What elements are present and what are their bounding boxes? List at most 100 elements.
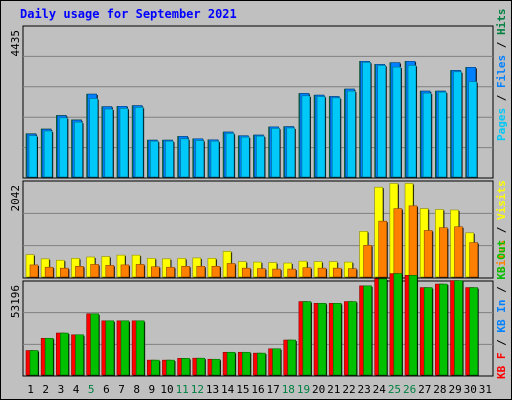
pages-bar (119, 108, 129, 178)
sites-bar (105, 265, 115, 278)
pages-bar (59, 117, 68, 178)
kb-out-bar (302, 301, 312, 376)
sites-bar (60, 267, 69, 278)
day-label: 23 (358, 383, 371, 396)
day-label: 22 (342, 383, 355, 396)
pages-bar (104, 108, 114, 178)
day-label: 17 (267, 383, 280, 396)
pages-bar (438, 91, 447, 178)
pages-bar (362, 62, 371, 178)
kb-out-bar (135, 320, 145, 376)
kb-out-bar (287, 339, 297, 376)
sites-bar (29, 264, 39, 278)
day-label: 31 (479, 383, 492, 396)
kb-out-bar (44, 337, 54, 376)
kb-out-bar (378, 278, 388, 376)
sites-bar (317, 267, 327, 278)
day-label: 6 (103, 383, 110, 396)
sites-bar (90, 264, 99, 278)
legend-sites-visits: Sites / Visits (495, 180, 508, 273)
pages-bar (271, 127, 280, 178)
pages-bar (74, 121, 83, 178)
sites-bar (257, 268, 266, 278)
pages-bar (422, 92, 432, 178)
day-label: 27 (418, 383, 431, 396)
kb-out-bar (332, 303, 342, 376)
kb-out-bar (272, 348, 281, 376)
day-label: 20 (312, 383, 325, 396)
kb-out-bar (120, 320, 130, 376)
kb-out-bar (469, 287, 478, 376)
pages-bar (134, 107, 144, 178)
day-label: 12 (191, 383, 204, 396)
pages-bar (316, 96, 326, 178)
pages-bar (377, 65, 387, 178)
day-label: 10 (160, 383, 173, 396)
sites-bar (211, 265, 221, 278)
pages-bar (240, 136, 250, 178)
pages-bar (195, 140, 205, 178)
sites-bar (423, 230, 433, 278)
kb-out-bar (257, 352, 266, 376)
pages-bar (256, 135, 265, 178)
day-label: 24 (373, 383, 387, 396)
kb-out-bar (348, 301, 357, 376)
sites-bar (241, 267, 251, 278)
pages-bar (347, 90, 356, 178)
sites-bar (302, 267, 312, 278)
pages-bar (28, 135, 38, 178)
sites-bar (439, 227, 448, 278)
day-label: 8 (133, 383, 140, 396)
sites-bar (272, 268, 281, 278)
pages-bar (286, 127, 296, 178)
day-label: 15 (236, 383, 249, 396)
kb-out-bar (317, 303, 327, 376)
kb-out-bar (211, 358, 221, 376)
kb-out-bar (105, 320, 115, 376)
kb-out-bar (439, 283, 448, 376)
kb-out-bar (423, 287, 433, 376)
sites-bar (378, 220, 388, 278)
kb-out-bar (363, 285, 372, 376)
pages-bar (180, 138, 189, 178)
sites-bar (287, 268, 297, 278)
kb-out-bar (29, 350, 39, 376)
sites-bar (150, 266, 160, 278)
kb-out-bar (150, 359, 160, 376)
kb-out-bar (393, 273, 403, 376)
sites-bar (363, 245, 372, 278)
pages-bar (407, 65, 417, 178)
y-max-label-2: 53196 (9, 285, 22, 318)
day-label: 25 (388, 383, 401, 396)
kb-out-bar (75, 334, 84, 376)
kb-out-bar (196, 357, 206, 376)
kb-out-bar (166, 359, 175, 376)
kb-out-bar (226, 351, 236, 376)
sites-bar (120, 264, 130, 278)
day-label: 1 (27, 383, 34, 396)
kb-out-bar (408, 275, 418, 376)
sites-bar (348, 268, 357, 278)
day-label: 9 (149, 383, 156, 396)
pages-bar (89, 98, 98, 178)
sites-bar (166, 266, 175, 278)
pages-bar (331, 97, 341, 178)
day-label: 7 (118, 383, 125, 396)
day-label: 2 (42, 383, 49, 396)
day-label: 29 (448, 383, 461, 396)
sites-bar (135, 264, 145, 278)
day-label: 26 (403, 383, 416, 396)
sites-bar (181, 265, 190, 278)
pages-bar (43, 130, 53, 178)
y-max-label-1: 2042 (9, 185, 22, 212)
day-label: 5 (88, 383, 95, 396)
sites-bar (196, 265, 206, 278)
day-label: 13 (206, 383, 219, 396)
pages-bar (453, 71, 462, 178)
chart-title: Daily usage for September 2021 (20, 7, 237, 21)
kb-out-bar (90, 313, 99, 376)
day-label: 28 (433, 383, 446, 396)
day-label: 3 (58, 383, 65, 396)
day-label: 11 (176, 383, 189, 396)
